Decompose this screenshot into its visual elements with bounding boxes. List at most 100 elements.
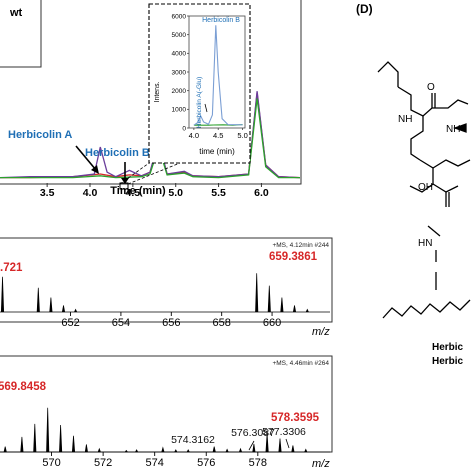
inset-x-axis-label: time (min)	[199, 147, 235, 156]
inset-herbicolin-a-glu-label: Herbicolin A(-Glu)	[196, 77, 203, 128]
chromatogram-x-tick-label: 6.0	[254, 187, 269, 199]
inset-y-ticks: 0 1000 2000 3000 4000 5000 6000	[172, 13, 189, 132]
ms1-peak-label: .721	[0, 262, 23, 274]
chromatogram-x-ticks: 3.5 4.0 4.5 5.0 5.5 6.0	[40, 183, 269, 199]
ms1-peaks	[0, 273, 330, 313]
ms2-peak	[304, 448, 308, 453]
ms1-x-tick-label: 652	[61, 317, 79, 329]
ms2-peak	[33, 423, 37, 453]
ms2-x-tick-label: 574	[146, 457, 164, 469]
ms2-header: +MS, 4.46min #264	[272, 360, 329, 367]
zoom-connector-right	[127, 162, 181, 185]
ms2-peak	[71, 435, 76, 453]
ms2-peaks	[0, 407, 330, 453]
ms1-peak	[267, 285, 271, 313]
inset-series-2	[193, 25, 243, 126]
ms1-peak-labels: .721 659.3861	[0, 251, 318, 274]
ms1-peak	[0, 276, 5, 313]
ms1-x-tick-label: 658	[212, 317, 230, 329]
ms2-peak	[124, 449, 128, 453]
ms2-peak	[291, 445, 295, 453]
ms1-peak	[74, 308, 78, 313]
inset-y-tick-label: 5000	[172, 32, 187, 39]
ring-lower	[432, 159, 471, 169]
ms-spectrum-1-panel: +MS, 4.12min #244 652 654 656 658 660 .721 65…	[0, 237, 333, 338]
structure-herbicolin-label-1: Herbic	[432, 342, 464, 353]
inset-lines	[193, 25, 243, 126]
ms2-peak	[238, 447, 243, 453]
ms2-peak	[59, 424, 63, 453]
inset-dashed-border	[148, 3, 251, 164]
ms1-x-ticks: 652 654 656 658 660	[61, 312, 281, 329]
ms2-x-ticks: 570 572 574 576 578	[42, 452, 267, 469]
inset-y-tick-label: 2000	[172, 88, 187, 95]
ms1-peak	[49, 297, 53, 313]
chromatogram-frame	[0, 0, 302, 185]
structure-hn: HN	[418, 238, 432, 249]
structure-o-1: O	[427, 82, 435, 93]
structure-nh-2: NH	[446, 124, 460, 135]
ms2-x-tick-label: 572	[94, 457, 112, 469]
inset-y-tick-label: 0	[182, 125, 186, 132]
ms2-x-tick-label: 578	[249, 457, 267, 469]
ms2-peak	[174, 449, 178, 453]
ms1-frame	[0, 237, 333, 323]
inset-y-tick-label: 1000	[172, 107, 187, 114]
zoom-connector-left	[119, 162, 150, 185]
inset-x-tick-label: 4.0	[189, 131, 199, 140]
ms2-peak	[3, 446, 7, 453]
ms2-peak-label: 576.3087	[231, 427, 275, 439]
inset-chart: 0 1000 2000 3000 4000 5000 6000 4.0 4.5 5.0 Inte…	[148, 3, 251, 164]
inset-x-tick-label: 5.0	[237, 131, 247, 140]
ms2-label-pointer-577	[285, 438, 290, 449]
ms1-x-tick-label: 656	[162, 317, 180, 329]
chain-1	[427, 225, 441, 237]
ms2-x-tick-label: 570	[42, 457, 60, 469]
ms2-peak-label: 577.3306	[262, 426, 306, 438]
inset-y-axis-label: Intens.	[154, 81, 161, 102]
ms2-peak	[135, 449, 139, 453]
ms2-peak	[186, 449, 190, 453]
side-chain-lower	[432, 183, 459, 193]
molecule-drawing	[377, 61, 471, 319]
ms2-label-pointer-576	[248, 440, 255, 451]
ms1-peak	[292, 305, 297, 313]
ms2-peak	[20, 436, 24, 453]
legend-entry-wt: wt	[9, 7, 23, 19]
wedge-bond	[453, 123, 467, 133]
chromatogram-x-tick-label: 5.5	[211, 187, 226, 199]
panel-d-label: (D)	[356, 2, 373, 16]
fatty-acid-chain	[382, 299, 471, 319]
ring-upper	[410, 116, 424, 161]
herbicolin-b-zoom-box	[119, 182, 129, 190]
ms2-x-tick-label: 576	[197, 457, 215, 469]
chromatogram-x-tick-label: 4.0	[83, 187, 98, 199]
herbicolin-a-label: Herbicolin A	[8, 129, 72, 141]
ms-spectrum-2-panel: +MS, 4.46min #264 570 572 574 576 578 569.84…	[0, 355, 333, 470]
panel-d-structure: (D) O NH NH OH HN Herbic Herbic	[356, 2, 471, 367]
ms2-peak	[265, 433, 269, 453]
leucine-sidechain	[377, 61, 399, 87]
ms1-peak	[61, 305, 66, 313]
chromatogram-panel: wt 3.5 4.0 4.5 5.0 5.5 6.0 Time (min) Herbico…	[0, 0, 302, 199]
structure-herbicolin-label-2: Herbic	[432, 356, 464, 367]
ms1-x-tick-label: 654	[112, 317, 130, 329]
ms1-peak	[255, 273, 259, 313]
ms1-peak-label: 659.3861	[269, 251, 318, 263]
ms2-x-axis-label: m/z	[312, 458, 330, 470]
chromatogram-x-tick-label: 3.5	[40, 187, 55, 199]
herbicolin-a-arrow	[75, 145, 97, 171]
backbone-top	[397, 86, 469, 117]
herbicolin-b-label: Herbicolin B	[85, 147, 150, 159]
chromatogram-x-tick-label: 5.0	[168, 187, 183, 199]
ms1-header: +MS, 4.12min #244	[272, 242, 329, 249]
chromatogram-series-3	[0, 98, 300, 179]
ms2-peak-label: 574.3162	[171, 434, 215, 446]
ms2-peak	[97, 447, 101, 453]
ms2-peak	[212, 446, 216, 453]
inset-y-tick-label: 6000	[172, 13, 187, 20]
ms2-peak-label: 578.3595	[271, 412, 320, 424]
ms2-peak	[161, 446, 165, 453]
ms2-peak	[278, 438, 282, 453]
